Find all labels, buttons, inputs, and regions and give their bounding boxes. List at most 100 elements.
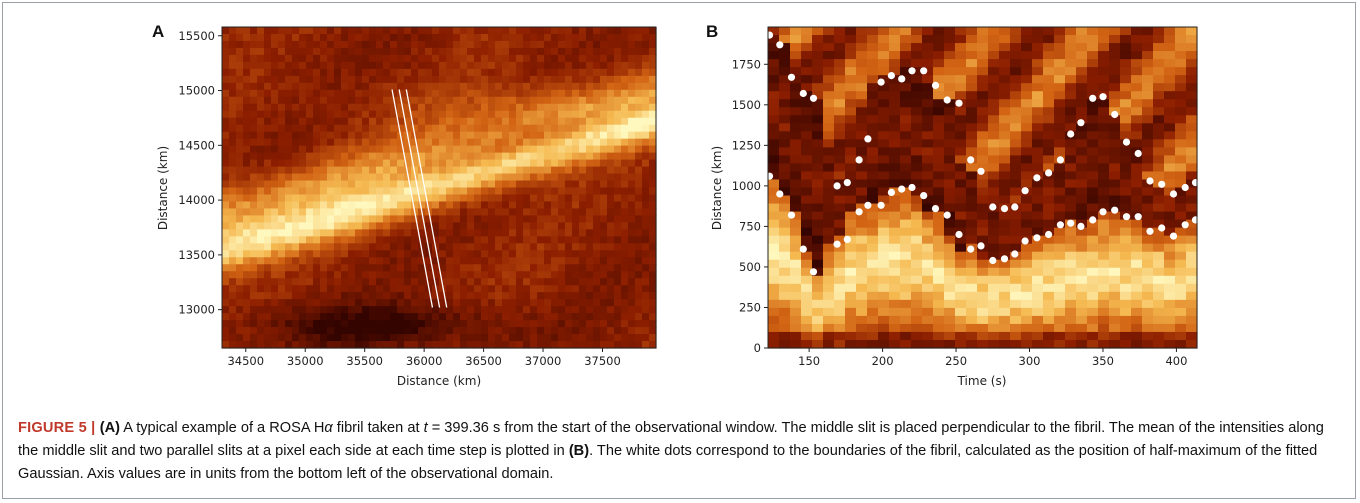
lower-boundary-dot — [920, 192, 928, 200]
lower-boundary-dot — [1169, 232, 1178, 240]
panel-a-ytick-label: 13000 — [178, 303, 215, 317]
lower-boundary-dot — [977, 242, 985, 250]
upper-boundary-dot — [967, 156, 975, 164]
panel-a-xtick-label: 36000 — [406, 354, 443, 368]
panel-b-ytick-label: 1000 — [732, 179, 761, 193]
upper-boundary-dot — [1146, 177, 1154, 185]
panel-b-letter: B — [706, 22, 718, 41]
panel-b-xlabel: Time (s) — [957, 374, 1007, 388]
lower-boundary-dot — [1134, 213, 1142, 221]
panel-b-xtick-label: 400 — [1165, 354, 1187, 368]
upper-boundary-dot — [1191, 179, 1200, 187]
panel-b-xtick-label: 200 — [872, 354, 894, 368]
panel-a-ytick-label: 14000 — [178, 193, 215, 207]
panel-a-xtick-label: 34500 — [227, 354, 264, 368]
panel-a-ytick-label: 15500 — [178, 29, 215, 43]
figure-panels: A 34500 35000 35500 36000 36500 37000 37500 13… — [152, 22, 1200, 388]
panel-b-xticks: 150 200 250 300 350 400 — [798, 348, 1187, 368]
panel-b-ytick-label: 1500 — [732, 98, 761, 112]
panel-b-xtick-label: 250 — [945, 354, 967, 368]
lower-boundary-dot — [1111, 206, 1119, 214]
lower-boundary-dot — [1045, 230, 1053, 239]
upper-boundary-dot — [1000, 205, 1009, 213]
lower-boundary-dot — [1033, 234, 1041, 242]
panel-b-ytick-label: 750 — [739, 219, 761, 233]
panel-a-image — [222, 27, 657, 349]
lower-boundary-dot — [855, 208, 863, 216]
upper-boundary-dot — [877, 78, 885, 86]
panel-a-ylabel: Distance (km) — [156, 146, 170, 230]
lower-boundary-dot — [809, 268, 818, 276]
upper-boundary-dot — [787, 73, 796, 81]
upper-boundary-dot — [931, 81, 940, 89]
panel-a-xtick-label: 36500 — [465, 354, 502, 368]
lower-boundary-dot — [931, 205, 940, 213]
panel-a-xlabel: Distance (km) — [397, 374, 481, 388]
panel-b-ylabel: Distance (km) — [710, 146, 724, 230]
panel-a-xtick-label: 37500 — [584, 354, 621, 368]
panel-b-xtick-label: 300 — [1019, 354, 1041, 368]
panel-a-ytick-label: 13500 — [178, 248, 215, 262]
panel-a-ytick-label: 15000 — [178, 84, 215, 98]
caption-figure-label: FIGURE 5 | — [18, 420, 100, 436]
panel-a-xticks: 34500 35000 35500 36000 36500 37000 37500 — [227, 348, 621, 368]
upper-boundary-dot — [833, 182, 841, 190]
upper-boundary-dot — [1067, 130, 1075, 138]
panel-a-xtick-label: 37000 — [525, 354, 562, 368]
panel-b-image — [768, 27, 1198, 349]
upper-boundary-dot — [1122, 138, 1131, 146]
lower-boundary-dot — [1021, 237, 1029, 245]
upper-boundary-dot — [1011, 203, 1019, 211]
caption-text-3: = 399.36 s from the start of the observa… — [18, 420, 1324, 459]
lower-boundary-dot — [833, 240, 841, 248]
panel-a-letter: A — [152, 22, 164, 41]
upper-boundary-dot — [955, 99, 963, 107]
lower-boundary-dot — [989, 256, 997, 265]
lower-boundary-dot — [1181, 221, 1189, 229]
caption-text-1: A typical example of a ROSA H — [119, 420, 325, 436]
upper-boundary-dot — [1077, 119, 1085, 127]
upper-boundary-dot — [843, 179, 851, 187]
panel-a: A 34500 35000 35500 36000 36500 37000 37500 13… — [152, 22, 657, 388]
upper-boundary-dot — [1158, 180, 1166, 188]
upper-boundary-dot — [943, 96, 951, 104]
lower-boundary-dot — [864, 201, 872, 209]
lower-boundary-dot — [898, 185, 906, 193]
lower-boundary-dot — [877, 201, 885, 209]
panel-b-xtick-label: 350 — [1092, 354, 1114, 368]
panel-a-yticks: 13000 13500 14000 14500 15000 15500 — [178, 29, 222, 317]
lower-boundary-dot — [787, 211, 796, 219]
panel-a-slits — [391, 89, 448, 308]
slit-line-2 — [405, 89, 448, 308]
upper-boundary-dot — [1056, 156, 1064, 164]
panel-b-ytick-label: 500 — [739, 260, 761, 274]
lower-boundary-dot — [1077, 222, 1085, 230]
upper-boundary-dot — [776, 41, 784, 49]
lower-boundary-dot — [843, 235, 851, 243]
panel-a-frame — [221, 26, 657, 349]
lower-boundary-dot — [765, 172, 774, 180]
upper-boundary-dot — [1181, 183, 1189, 192]
lower-boundary-dot — [1122, 213, 1131, 221]
upper-boundary-dot — [898, 75, 906, 83]
panel-b-ytick-label: 250 — [739, 300, 761, 314]
upper-boundary-dot — [809, 94, 818, 102]
figure-caption: FIGURE 5 | (A) A typical example of a RO… — [18, 417, 1343, 486]
lower-boundary-dot — [1191, 216, 1200, 224]
upper-boundary-dot — [1045, 169, 1053, 177]
upper-boundary-dot — [1169, 190, 1178, 198]
lower-boundary-dot — [1067, 219, 1075, 227]
panel-b: B 150 200 250 300 350 400 0 250 500 750 1000 1250 1… — [706, 22, 1200, 388]
caption-ref-b: (B) — [568, 443, 590, 459]
lower-boundary-dot — [799, 245, 807, 253]
panel-b-ytick-label: 0 — [754, 341, 761, 355]
lower-boundary-dot — [1056, 221, 1064, 229]
upper-boundary-dot — [920, 67, 928, 75]
lower-boundary-dot — [1158, 224, 1166, 232]
caption-text-4: . The white dots correspond to the bound… — [18, 443, 1318, 482]
panel-a-xtick-label: 35500 — [346, 354, 383, 368]
upper-boundary-dot — [855, 156, 863, 164]
lower-boundary-dot — [887, 188, 896, 196]
upper-boundary-dot — [977, 167, 985, 175]
lower-boundary-dot — [955, 230, 963, 239]
